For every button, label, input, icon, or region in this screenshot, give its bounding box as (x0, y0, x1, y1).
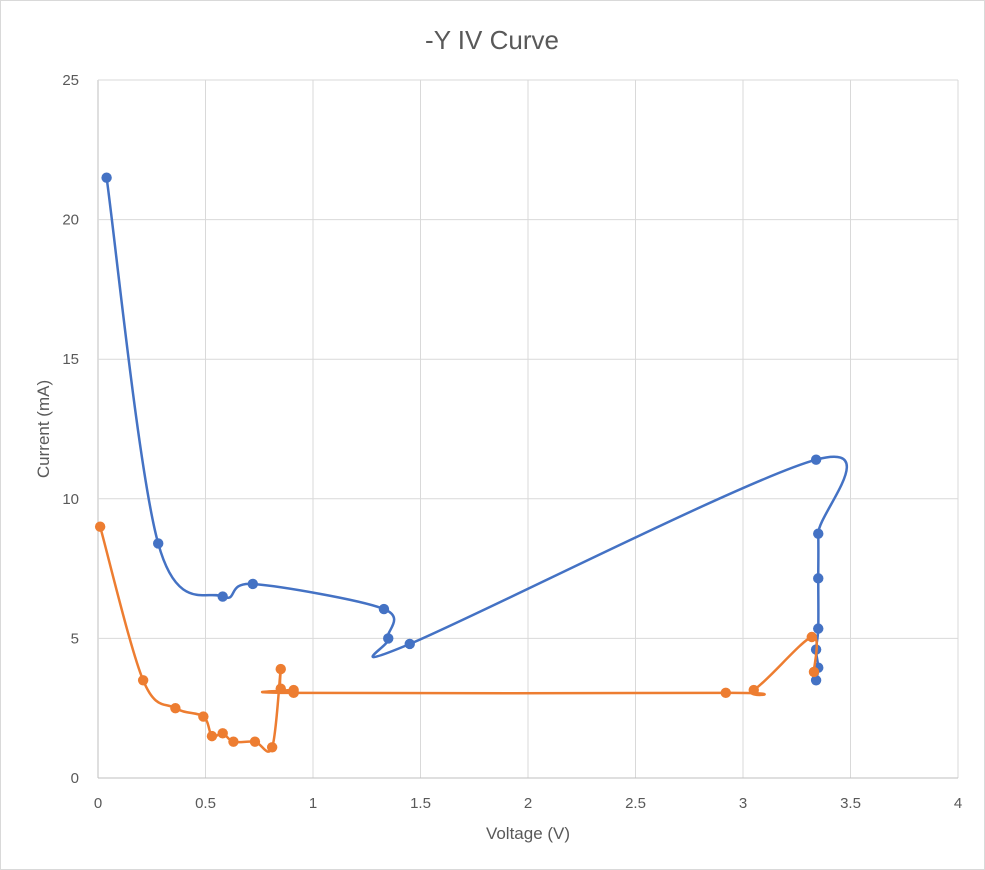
x-tick-label: 0.5 (195, 795, 216, 812)
series-1-point (810, 675, 822, 686)
series-1-line (105, 177, 849, 681)
series-2-point (806, 631, 817, 643)
series-2-point (170, 703, 181, 714)
x-tick-label: 3.5 (840, 795, 861, 812)
series-1-point (247, 578, 258, 590)
series-layer (94, 172, 849, 753)
series-2-point (228, 736, 239, 747)
series-1-point (404, 638, 415, 650)
series-2-point (808, 666, 820, 678)
series-2-point (275, 663, 286, 675)
series-1-point (101, 172, 112, 183)
series-2-point (275, 683, 286, 694)
x-tick-label: 1 (309, 795, 317, 812)
x-tick-label: 3 (739, 795, 747, 812)
x-tick-label: 4 (954, 795, 962, 812)
series-1-point (217, 591, 228, 602)
tick-labels: 0 0.5 1 1.5 2 2.5 3 3.5 4 0 5 10 15 20 25 (62, 72, 962, 812)
series-2-point (217, 728, 228, 739)
series-1 (101, 172, 849, 686)
x-tick-label: 2 (524, 795, 532, 812)
gridlines (97, 79, 959, 779)
y-tick-label: 20 (62, 212, 79, 229)
series-1-point (813, 528, 824, 539)
series-2-point (206, 730, 218, 742)
x-tick-label: 2.5 (625, 795, 646, 812)
series-2-point (94, 521, 106, 532)
chart-title: -Y IV Curve (425, 25, 559, 55)
series-1-point (383, 633, 394, 644)
y-tick-label: 15 (62, 351, 79, 368)
series-2-point (748, 684, 759, 696)
series-2-point (137, 675, 149, 686)
series-1-point (810, 454, 822, 465)
series-2-point (266, 742, 278, 753)
series-2-point (249, 736, 261, 747)
x-tick-label: 0 (94, 795, 102, 812)
series-1-point (153, 538, 164, 549)
series-1-point (378, 603, 390, 615)
series-1-point (813, 623, 824, 634)
series-1-point (813, 573, 824, 584)
y-tick-label: 10 (62, 491, 79, 508)
series-2-point (198, 711, 209, 722)
y-axis-title: Current (mA) (34, 380, 53, 478)
series-2-point (288, 687, 299, 699)
x-axis-title: Voltage (V) (486, 824, 570, 843)
y-tick-label: 0 (71, 770, 79, 787)
y-tick-label: 25 (62, 72, 79, 89)
series-2-point (720, 687, 731, 699)
series-2 (94, 521, 820, 753)
y-tick-label: 5 (71, 630, 79, 647)
x-tick-label: 1.5 (410, 795, 431, 812)
